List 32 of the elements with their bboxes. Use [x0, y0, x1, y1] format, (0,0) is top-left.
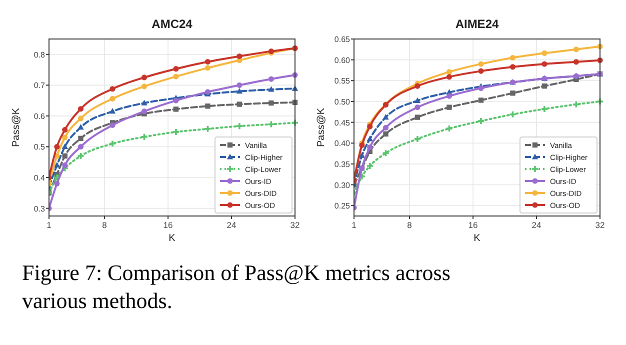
- y-tick-label: 0.3: [34, 204, 46, 214]
- chart-title: AMC24: [152, 17, 193, 31]
- y-tick-label: 0.55: [334, 76, 351, 86]
- chart-title: AIME24: [455, 17, 499, 31]
- x-tick-label: 24: [532, 220, 542, 230]
- x-tick-label: 32: [595, 220, 605, 230]
- y-axis-title: Pass@K: [11, 108, 22, 148]
- x-tick-label: 24: [226, 220, 237, 230]
- y-tick-label: 0.35: [334, 160, 351, 169]
- x-tick-label: 16: [468, 220, 478, 230]
- y-tick-label: 0.40: [334, 139, 351, 148]
- x-tick-label: 1: [46, 220, 52, 230]
- y-tick-label: 0.45: [334, 118, 351, 128]
- caption: Figure 7: Comparison of Pass@K metrics across various methods.: [22, 260, 450, 313]
- x-tick-label: 16: [163, 220, 174, 230]
- x-axis-title: K: [474, 233, 481, 244]
- x-axis-title: K: [168, 233, 176, 244]
- y-axis-title: Pass@K: [316, 108, 327, 148]
- y-tick-label: 0.4: [34, 174, 46, 183]
- x-tick-label: 1: [352, 220, 357, 230]
- y-tick-label: 0.50: [334, 97, 351, 106]
- y-tick-label: 0.6: [34, 112, 46, 121]
- y-tick-label: 0.8: [34, 50, 46, 60]
- x-tick-label: 32: [290, 220, 300, 230]
- y-tick-label: 0.30: [334, 180, 351, 190]
- x-tick-label: 8: [407, 220, 412, 230]
- y-tick-label: 0.25: [334, 202, 351, 211]
- y-tick-label: 0.65: [334, 35, 351, 44]
- y-tick-label: 0.7: [34, 81, 46, 90]
- y-tick-label: 0.60: [334, 56, 351, 65]
- y-tick-label: 0.5: [34, 142, 46, 152]
- x-tick-label: 8: [102, 220, 108, 230]
